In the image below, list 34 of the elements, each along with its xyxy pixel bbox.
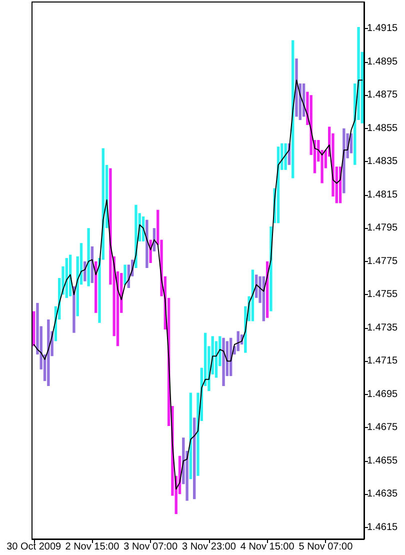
bar <box>134 204 138 268</box>
y-tick-label: 1.4615 <box>367 522 398 533</box>
y-tick-label: 1.4675 <box>367 422 398 434</box>
x-tick-label: 4 Nov 15:00 <box>240 542 295 552</box>
y-tick-label: 1.4915 <box>367 23 398 34</box>
y-tick-label: 1.4715 <box>367 356 398 367</box>
y-tick-label: 1.4655 <box>367 455 398 466</box>
bar <box>193 418 196 500</box>
bar <box>222 338 225 386</box>
bar <box>342 128 346 194</box>
y-tick-label: 1.4895 <box>367 56 398 68</box>
y-tick-label: 1.4635 <box>367 488 398 500</box>
x-tick-label: 3 Nov 07:00 <box>124 542 178 552</box>
y-tick-label: 1.4775 <box>367 256 398 267</box>
y-tick-label: 1.4735 <box>367 322 398 334</box>
x-tick-label: 5 Nov 07:00 <box>298 542 354 552</box>
bar <box>32 311 36 346</box>
y-tick-label: 1.4695 <box>367 388 398 400</box>
bar <box>87 228 90 286</box>
bar <box>146 220 148 268</box>
bar <box>124 264 126 285</box>
y-tick-label: 1.4795 <box>367 222 398 234</box>
bar <box>284 143 287 170</box>
bar <box>47 320 50 386</box>
x-tick-label: 3 Nov 23:00 <box>182 542 236 552</box>
y-tick-label: 1.4875 <box>367 90 398 101</box>
x-tick-label: 30 Oct 2009 <box>6 542 62 552</box>
bar <box>84 261 86 282</box>
x-tick-label: 2 Nov 15:00 <box>65 542 120 552</box>
bar <box>72 286 76 333</box>
y-tick-label: 1.4835 <box>367 156 398 168</box>
y-tick-label: 1.4815 <box>367 189 398 200</box>
y-tick-label: 1.4755 <box>367 289 398 300</box>
y-tick-label: 1.4855 <box>367 122 398 134</box>
